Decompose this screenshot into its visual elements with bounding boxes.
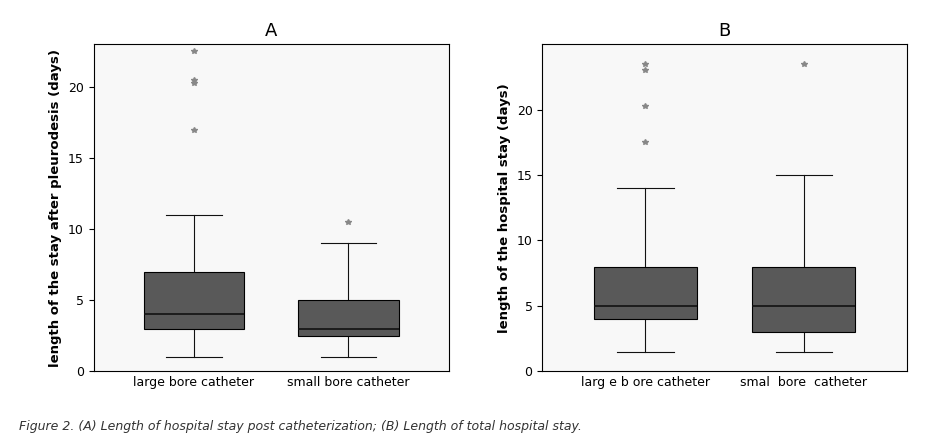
Y-axis label: length of the hospital stay (days): length of the hospital stay (days) [498, 83, 511, 333]
Y-axis label: length of the stay after pleurodesis (days): length of the stay after pleurodesis (da… [50, 49, 63, 367]
Bar [753, 267, 856, 332]
Bar [144, 272, 244, 328]
Title: B: B [718, 22, 731, 40]
Bar [298, 300, 398, 336]
Bar [594, 267, 697, 319]
Title: A: A [265, 22, 278, 40]
Text: Figure 2. (A) Length of hospital stay post catheterization; (B) Length of total : Figure 2. (A) Length of hospital stay po… [19, 420, 582, 433]
